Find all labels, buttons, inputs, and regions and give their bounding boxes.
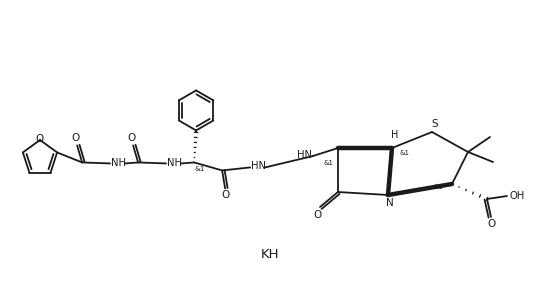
Text: &1: &1 (195, 166, 205, 173)
Text: &1: &1 (434, 184, 444, 190)
Text: NH: NH (111, 158, 126, 168)
Text: O: O (314, 210, 322, 220)
Text: NH: NH (166, 158, 182, 168)
Text: N: N (386, 198, 394, 208)
Text: O: O (221, 190, 229, 200)
Text: O: O (71, 133, 79, 143)
Text: OH: OH (509, 191, 525, 201)
Text: HN: HN (250, 162, 266, 171)
Text: O: O (487, 219, 495, 229)
Text: S: S (431, 119, 438, 129)
Text: O: O (127, 133, 136, 143)
Text: H: H (391, 130, 399, 140)
Text: KH: KH (261, 249, 279, 262)
Text: &1: &1 (323, 160, 333, 166)
Text: &1: &1 (400, 150, 410, 156)
Text: O: O (36, 134, 44, 144)
Text: HN: HN (296, 150, 312, 160)
